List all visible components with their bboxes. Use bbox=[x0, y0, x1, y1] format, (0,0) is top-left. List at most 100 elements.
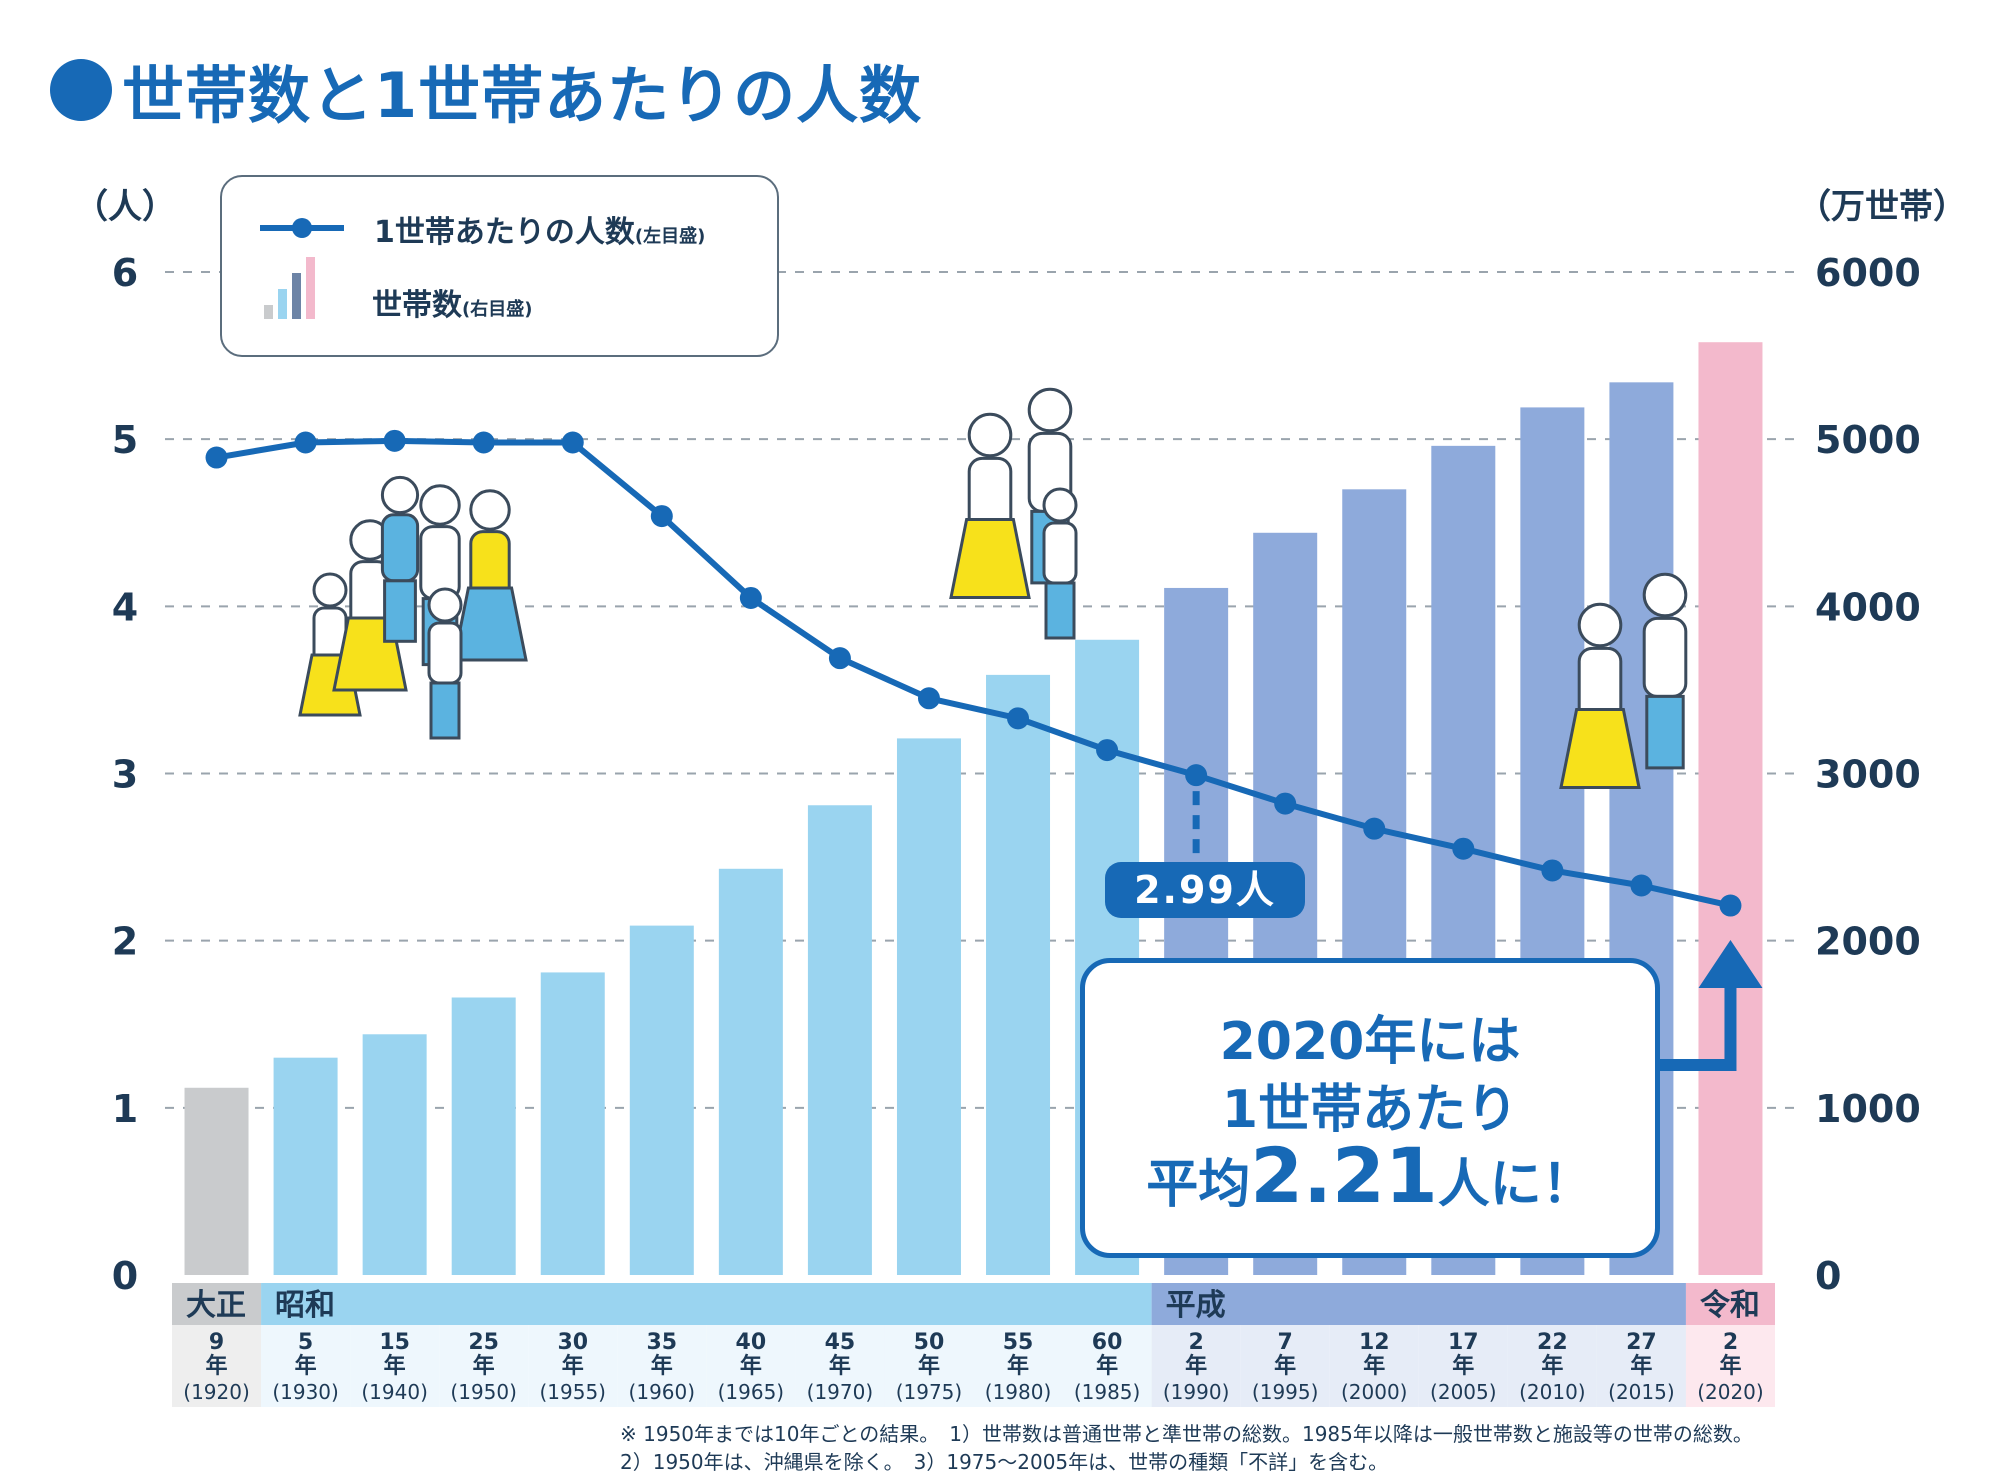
year-suffix: 年 bbox=[1452, 1353, 1474, 1379]
year-western: (2010) bbox=[1519, 1380, 1586, 1404]
era-label: 平成 bbox=[1166, 1288, 1226, 1323]
line-point bbox=[1274, 792, 1297, 815]
right-tick-label: 4000 bbox=[1815, 585, 1921, 629]
year-era-number: 60 bbox=[1092, 1330, 1123, 1355]
left-tick-label: 0 bbox=[112, 1254, 138, 1298]
year-era-number: 27 bbox=[1626, 1330, 1657, 1355]
year-western: (1950) bbox=[450, 1380, 517, 1404]
year-western: (2005) bbox=[1430, 1380, 1497, 1404]
year-era-number: 7 bbox=[1278, 1330, 1293, 1355]
family1-father-body bbox=[419, 525, 461, 601]
year-era-number: 15 bbox=[379, 1330, 410, 1355]
left-tick-label: 4 bbox=[112, 585, 138, 629]
family2-mother-skirt bbox=[949, 518, 1031, 599]
year-era-number: 50 bbox=[914, 1330, 945, 1355]
family2-boy-legs bbox=[1044, 581, 1076, 640]
line-point bbox=[1719, 894, 1742, 917]
year-suffix: 年 bbox=[740, 1353, 762, 1379]
year-cell bbox=[617, 1325, 707, 1407]
era-band bbox=[172, 1283, 262, 1325]
line-point bbox=[1007, 707, 1030, 730]
callout-line-3: 平均2.21人に！ bbox=[1085, 1131, 1655, 1220]
year-cell bbox=[1329, 1325, 1419, 1407]
family1-boy-head bbox=[427, 587, 463, 623]
year-western: (1940) bbox=[361, 1380, 428, 1404]
family3-mother-head bbox=[1577, 602, 1623, 648]
legend: 1世帯あたりの人数(左目盛) 世帯数(右目盛) bbox=[220, 175, 779, 357]
year-era-number: 12 bbox=[1359, 1330, 1390, 1355]
year-era-number: 5 bbox=[298, 1330, 313, 1355]
callout-line-2: 1世帯あたり bbox=[1221, 1080, 1519, 1140]
year-era-number: 9 bbox=[209, 1330, 224, 1355]
family3-father-body bbox=[1642, 616, 1688, 698]
bar bbox=[362, 1034, 427, 1275]
year-era-number: 22 bbox=[1537, 1330, 1568, 1355]
year-suffix: 年 bbox=[1719, 1353, 1741, 1379]
left-tick-label: 3 bbox=[112, 753, 138, 797]
year-western: (1920) bbox=[183, 1380, 250, 1404]
year-cell bbox=[1151, 1325, 1241, 1407]
line-point bbox=[472, 431, 495, 454]
year-cell bbox=[1507, 1325, 1597, 1407]
page-title: 世帯数と1世帯あたりの人数 bbox=[50, 45, 922, 135]
legend-bar-note: (右目盛) bbox=[462, 299, 533, 320]
line-point bbox=[917, 687, 940, 710]
year-suffix: 年 bbox=[1541, 1353, 1563, 1379]
year-western: (1975) bbox=[896, 1380, 963, 1404]
left-tick-label: 5 bbox=[112, 418, 138, 462]
right-axis-unit: （万世帯） bbox=[1797, 187, 1967, 227]
line-point bbox=[828, 647, 851, 670]
legend-line-note: (左目盛) bbox=[634, 226, 706, 247]
year-era-number: 40 bbox=[736, 1330, 767, 1355]
title-bullet-icon bbox=[50, 59, 112, 121]
year-cell bbox=[1240, 1325, 1330, 1407]
year-era-number: 2 bbox=[1723, 1330, 1738, 1355]
callout-arrow-line bbox=[1655, 985, 1737, 1071]
year-suffix: 年 bbox=[918, 1353, 940, 1379]
left-axis-unit: （人） bbox=[74, 187, 176, 227]
year-cell bbox=[973, 1325, 1063, 1407]
year-era-number: 55 bbox=[1003, 1330, 1034, 1355]
bar bbox=[896, 738, 961, 1275]
year-cell bbox=[884, 1325, 974, 1407]
legend-line-text: 1世帯あたりの人数 bbox=[374, 215, 635, 250]
year-suffix: 年 bbox=[1096, 1353, 1118, 1379]
family1-grandfather-legs bbox=[383, 579, 417, 643]
year-era-number: 35 bbox=[646, 1330, 677, 1355]
callout-number: 2.21 bbox=[1250, 1131, 1438, 1220]
callout-line-1: 2020年には bbox=[1219, 1012, 1521, 1072]
family1-father-head bbox=[419, 484, 461, 526]
family1-boy-legs bbox=[429, 681, 461, 740]
year-cell bbox=[172, 1325, 262, 1407]
legend-bar-label: 世帯数(右目盛) bbox=[372, 280, 532, 324]
year-western: (2000) bbox=[1341, 1380, 1408, 1404]
line-point bbox=[1096, 739, 1119, 762]
family2-boy-head bbox=[1042, 487, 1078, 523]
legend-bar-swatch-heisei bbox=[292, 273, 301, 319]
era-band bbox=[1151, 1283, 1686, 1325]
callout-2020: 2020年には 1世帯あたり 平均2.21人に！ bbox=[1080, 958, 1660, 1258]
year-western: (1985) bbox=[1074, 1380, 1141, 1404]
right-tick-label: 6000 bbox=[1815, 251, 1921, 295]
legend-bar-swatch-reiwa bbox=[306, 257, 315, 319]
left-tick-label: 6 bbox=[112, 251, 138, 295]
family3-father-legs bbox=[1645, 694, 1685, 770]
family1-girl-head bbox=[312, 572, 348, 608]
year-era-number: 25 bbox=[468, 1330, 499, 1355]
line-point bbox=[205, 446, 228, 469]
year-suffix: 年 bbox=[206, 1353, 228, 1379]
callout-suffix: 人に！ bbox=[1437, 1155, 1594, 1215]
left-tick-label: 2 bbox=[112, 920, 138, 964]
bar bbox=[451, 997, 516, 1275]
year-era-number: 17 bbox=[1448, 1330, 1479, 1355]
callout-1990-value: 2.99人 bbox=[1105, 862, 1305, 918]
right-tick-label: 1000 bbox=[1815, 1087, 1921, 1131]
family1-grandmother-head bbox=[469, 489, 511, 531]
legend-bar-swatch-taisho bbox=[264, 305, 273, 319]
family3-father-head bbox=[1642, 572, 1688, 618]
year-cell bbox=[261, 1325, 351, 1407]
line-point bbox=[1541, 859, 1564, 882]
family3-mother-skirt bbox=[1559, 708, 1641, 789]
year-western: (1930) bbox=[272, 1380, 339, 1404]
